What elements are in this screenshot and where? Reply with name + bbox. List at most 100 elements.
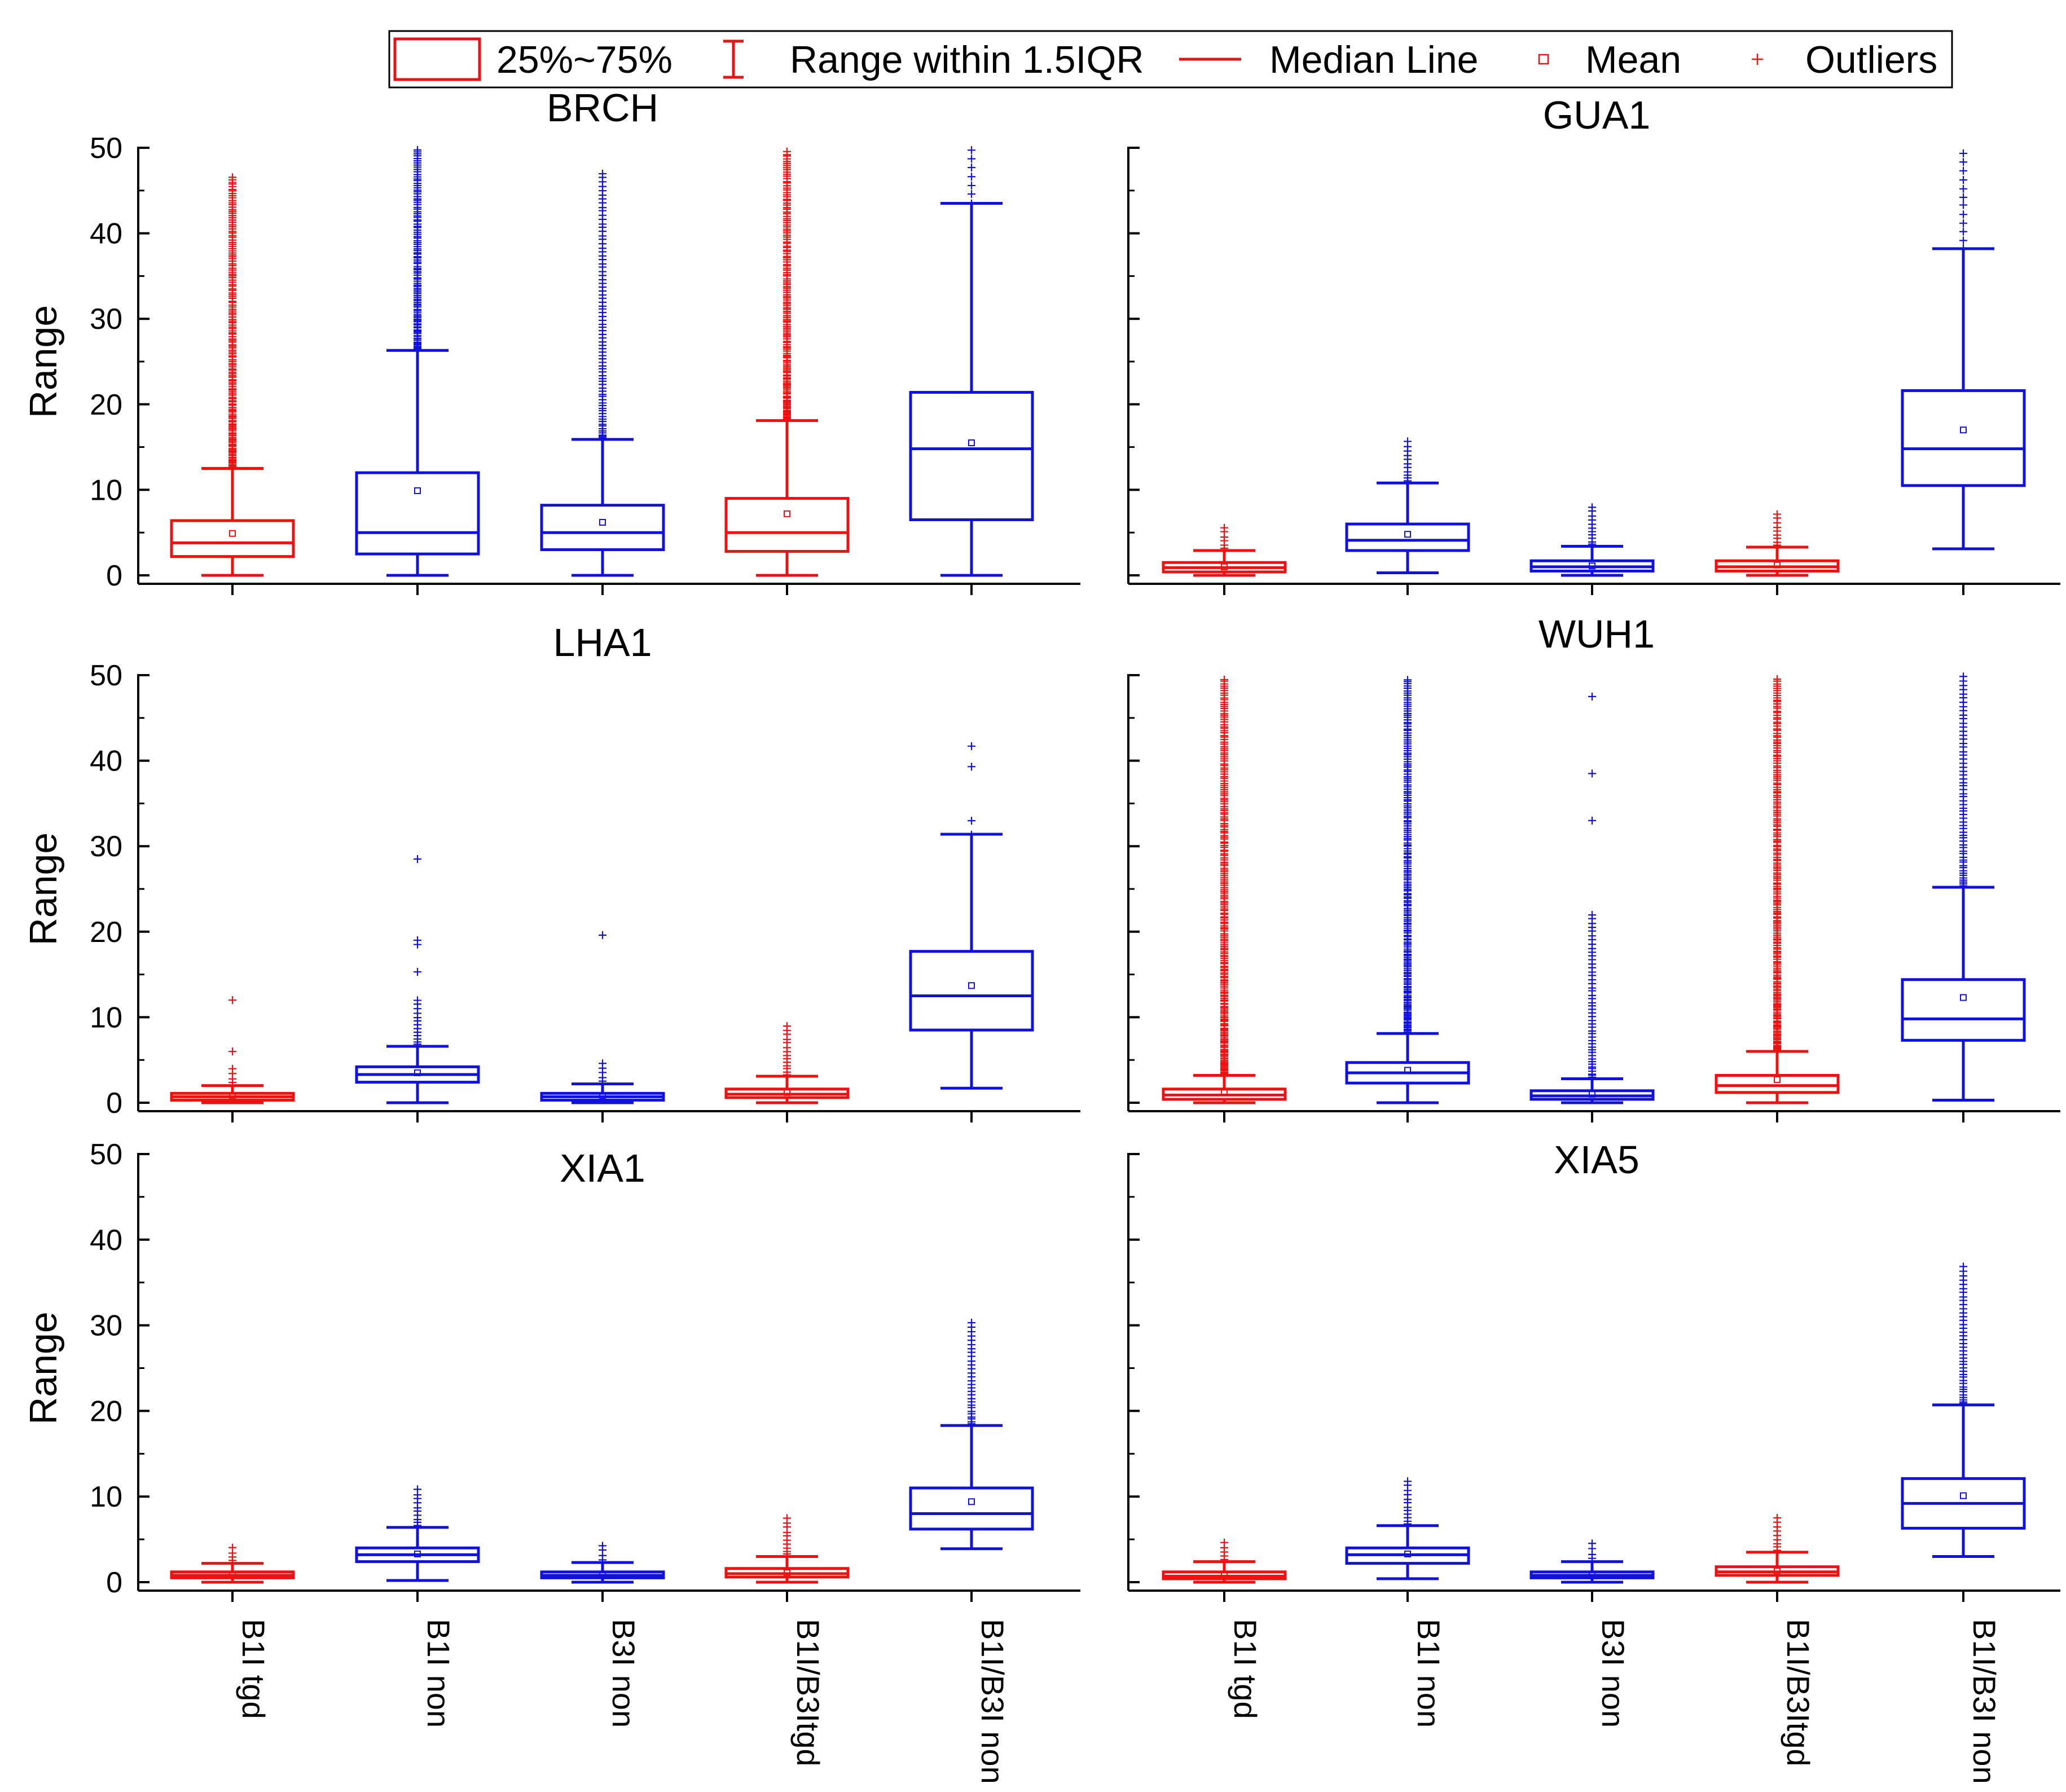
outlier-point <box>1588 911 1596 919</box>
mean-marker <box>599 1571 606 1578</box>
y-tick-label: 30 <box>90 1310 122 1342</box>
mean-marker <box>414 1550 421 1557</box>
legend-label-mean: Mean <box>1585 38 1681 81</box>
y-tick-label: 20 <box>90 389 122 421</box>
outlier-point <box>783 1514 791 1522</box>
box-b1i-b3itgd <box>1715 675 1840 1104</box>
outlier-point <box>1404 437 1412 446</box>
x-tick-label: B1I/B3Itgd <box>790 1619 826 1767</box>
outlier-point <box>414 996 421 1005</box>
outlier-point <box>228 173 236 182</box>
y-tick-label: 0 <box>106 560 122 592</box>
legend-outlier-symbol <box>1752 54 1763 65</box>
y-tick-label: 10 <box>90 1481 122 1513</box>
outlier-point <box>1588 769 1596 778</box>
outlier-point <box>1220 1538 1228 1547</box>
mean-marker <box>1404 531 1411 538</box>
outlier-point <box>1588 816 1596 825</box>
x-tick-label: B1I non <box>421 1619 456 1728</box>
mean-marker <box>1960 994 1967 1001</box>
y-tick-label: 30 <box>90 830 122 863</box>
outlier-point <box>1959 166 1967 175</box>
box-b1i-tgd <box>1162 523 1287 577</box>
outlier-point <box>1404 676 1412 684</box>
panel-title: XIA5 <box>1554 1138 1639 1182</box>
mean-marker <box>1589 1090 1595 1098</box>
outlier-point <box>1959 227 1967 236</box>
legend-item-mean: Mean <box>1538 38 1681 81</box>
mean-marker <box>414 1069 421 1076</box>
outlier-point <box>414 146 421 154</box>
box-b1i-non <box>355 855 480 1104</box>
mean-marker <box>229 1571 236 1578</box>
mean-marker <box>1589 562 1595 570</box>
outlier-point <box>968 173 975 181</box>
y-tick-label: 40 <box>90 218 122 250</box>
mean-marker <box>229 530 236 537</box>
legend-item-median: Median Line <box>1179 38 1478 81</box>
y-tick-label: 20 <box>90 1395 122 1428</box>
panel-wuh1: WUH1 <box>1127 612 2060 1122</box>
outlier-point <box>968 742 975 750</box>
legend-mean-symbol <box>1538 54 1549 65</box>
box-b1i-tgd <box>170 173 295 577</box>
box-b3i-non <box>540 169 665 577</box>
panel-xia5: XIA5 B1I tgd B1I non B3I non B1I/B3Itgd B1I/B… <box>1127 1138 2060 1784</box>
y-tick-label: 0 <box>106 1566 122 1599</box>
y-tick-label: 10 <box>90 1001 122 1034</box>
iqr-box <box>1901 978 2026 1042</box>
outlier-point <box>1404 1477 1412 1486</box>
panel-title: LHA1 <box>553 620 652 664</box>
box-b3i-non <box>1529 1539 1655 1584</box>
legend-label-outliers: Outliers <box>1805 38 1937 81</box>
panel-title: WUH1 <box>1538 612 1655 656</box>
outlier-point <box>1588 503 1596 512</box>
mean-marker <box>1221 1089 1228 1096</box>
outlier-point <box>1959 158 1967 166</box>
outlier-point <box>968 146 975 155</box>
mean-marker <box>229 1092 236 1099</box>
mean-marker <box>414 487 421 494</box>
outlier-point <box>783 147 791 156</box>
y-axis-label: Range <box>22 833 65 945</box>
mean-marker <box>784 510 790 517</box>
panel-title: BRCH <box>547 86 658 130</box>
mean-marker <box>968 982 975 989</box>
x-tick-label: B1I non <box>1411 1619 1447 1728</box>
mean-marker <box>1960 426 1967 434</box>
x-tick-label: B1I tgd <box>1228 1619 1263 1719</box>
mean-marker <box>1589 1571 1595 1578</box>
outlier-point <box>599 1542 606 1550</box>
x-tick-label: B1I/B3I non <box>975 1619 1010 1784</box>
y-tick-label: 30 <box>90 303 122 336</box>
box-b1i-non <box>355 1485 480 1582</box>
box-b1i-b3itgd <box>724 1514 850 1584</box>
outlier-point <box>599 169 606 178</box>
panel-lha1: LHA1 0 10 20 30 40 50 Range <box>22 620 1080 1122</box>
outlier-point <box>968 817 975 825</box>
x-tick-label: B3I non <box>1595 1619 1631 1728</box>
panel-title: XIA1 <box>560 1146 645 1190</box>
outlier-point <box>1959 193 1967 201</box>
iqr-box <box>540 504 665 552</box>
y-tick-label: 0 <box>106 1087 122 1120</box>
outlier-point <box>1959 236 1967 245</box>
outlier-point <box>1959 149 1967 157</box>
mean-marker <box>1774 561 1781 569</box>
outlier-point <box>1588 692 1596 701</box>
outlier-point <box>1773 675 1781 683</box>
y-tick-label: 40 <box>90 745 122 778</box>
legend-box-symbol <box>393 37 481 81</box>
legend-label-median: Median Line <box>1269 38 1478 81</box>
y-tick-label: 20 <box>90 916 122 949</box>
mean-marker <box>599 1092 606 1099</box>
outlier-point <box>1959 176 1967 184</box>
mean-marker <box>1221 563 1228 570</box>
outlier-point <box>968 155 975 163</box>
outlier-point <box>414 1485 421 1494</box>
mean-marker <box>968 439 975 447</box>
box-b1i-b3i-non <box>1901 672 2026 1102</box>
outlier-point <box>968 763 975 771</box>
panel-title: GUA1 <box>1543 93 1651 137</box>
